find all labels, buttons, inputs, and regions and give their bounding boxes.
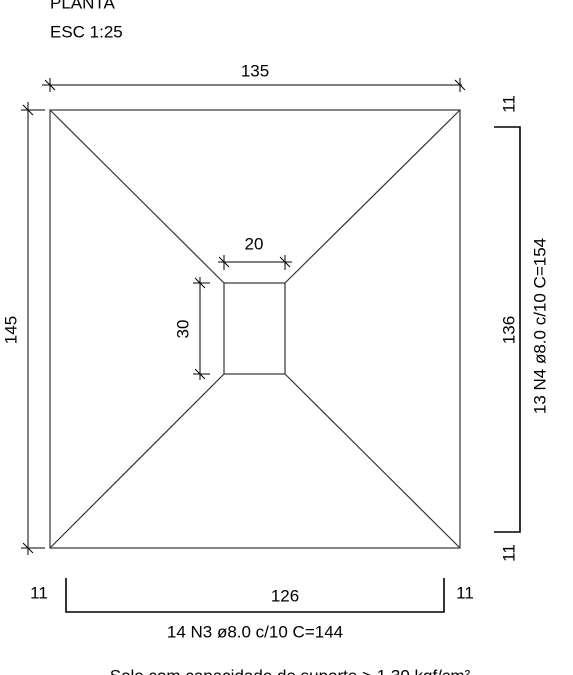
dimension-line [21,102,45,555]
column-width-label: 20 [245,234,264,253]
rebar-label: 13 N4 ø8.0 c/10 C=154 [530,238,549,414]
column [223,282,286,375]
length-label: 126 [271,586,299,605]
hook-label: 11 [499,95,518,113]
note: Solo com capacidade de suporte > 1,30 kg… [110,666,471,675]
hook-label: 11 [456,583,474,602]
title: PLANTA [50,0,116,12]
rebar-n3 [65,578,445,613]
rebar-label: 14 N3 ø8.0 c/10 C=144 [167,622,343,641]
dimension-line [42,78,466,92]
slope-lines [49,109,461,549]
rebar-n4 [494,126,521,533]
scale: ESC 1:25 [50,22,123,41]
column-depth-label: 30 [173,320,192,339]
width-label: 135 [241,61,269,80]
hook-label: 11 [30,583,48,602]
hook-label: 11 [499,544,518,562]
length-label: 136 [499,316,518,344]
footing [49,109,461,549]
height-label: 145 [1,316,20,344]
dimension-line [193,255,292,380]
